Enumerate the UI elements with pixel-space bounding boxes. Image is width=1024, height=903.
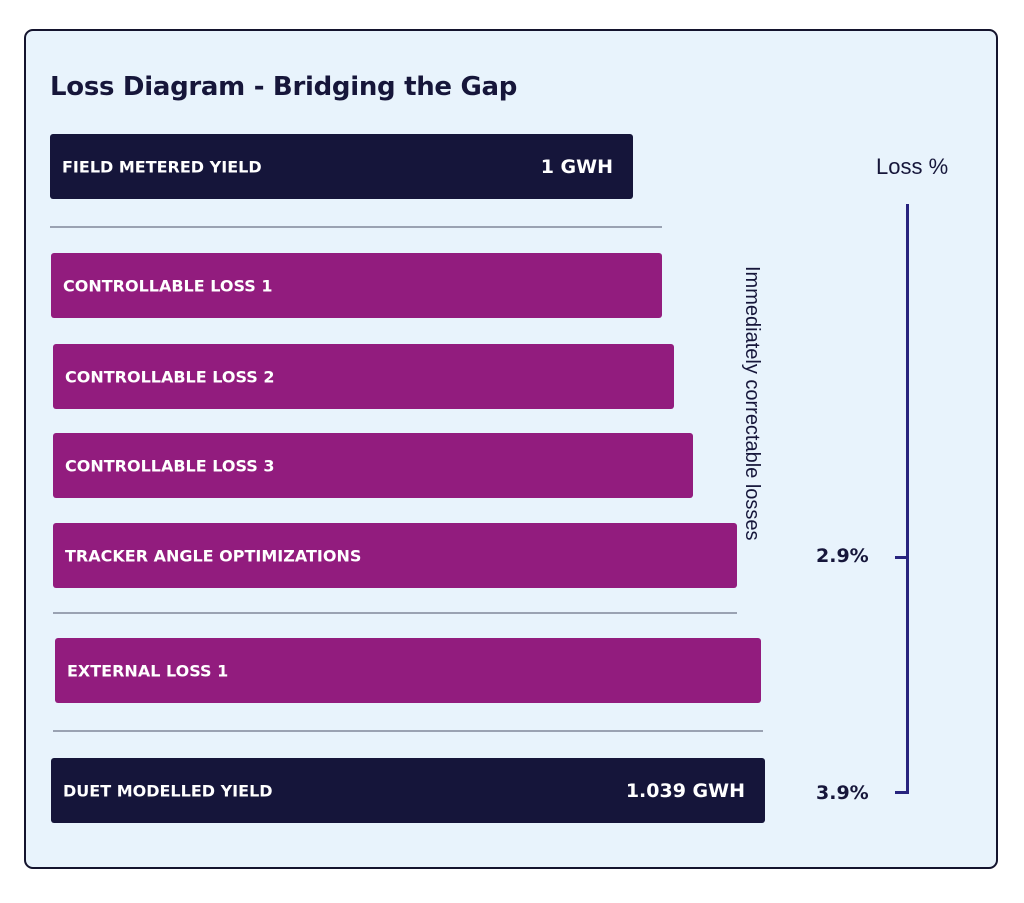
group-annotation-text: Immediately correctable losses [741, 266, 763, 541]
bar-controllable-loss-1: CONTROLLABLE LOSS 1 [51, 253, 662, 318]
bar-label: CONTROLLABLE LOSS 2 [65, 367, 275, 386]
bar-field-metered-yield: FIELD METERED YIELD 1 GWH [50, 134, 633, 199]
bar-label: TRACKER ANGLE OPTIMIZATIONS [65, 546, 362, 565]
bar-value: 1.039 GWH [625, 779, 745, 802]
loss-marker-2-9: 2.9% [816, 545, 869, 567]
bar-label: DUET MODELLED YIELD [63, 781, 273, 800]
bar-external-loss-1: EXTERNAL LOSS 1 [55, 638, 761, 703]
bar-duet-modelled-yield: DUET MODELLED YIELD 1.039 GWH [51, 758, 765, 823]
bar-label: EXTERNAL LOSS 1 [67, 661, 229, 680]
bar-tracker-angle-optimizations: TRACKER ANGLE OPTIMIZATIONS [53, 523, 737, 588]
group-annotation: Immediately correctable losses [740, 266, 764, 541]
bar-value: 1 GWH [540, 155, 613, 178]
bar-controllable-loss-3: CONTROLLABLE LOSS 3 [53, 433, 693, 498]
bar-label: CONTROLLABLE LOSS 3 [65, 456, 275, 475]
bar-label: CONTROLLABLE LOSS 1 [63, 276, 273, 295]
bar-controllable-loss-2: CONTROLLABLE LOSS 2 [53, 344, 674, 409]
group-separator [53, 612, 737, 614]
loss-bracket-line [906, 204, 909, 794]
chart-title: Loss Diagram - Bridging the Gap [50, 72, 518, 102]
group-separator [53, 730, 763, 732]
group-separator [50, 226, 662, 228]
loss-axis-label: Loss % [876, 154, 949, 179]
bar-label: FIELD METERED YIELD [62, 157, 262, 176]
loss-tick-3-9 [895, 791, 907, 794]
loss-tick-2-9 [895, 556, 907, 559]
loss-marker-3-9: 3.9% [816, 782, 869, 804]
